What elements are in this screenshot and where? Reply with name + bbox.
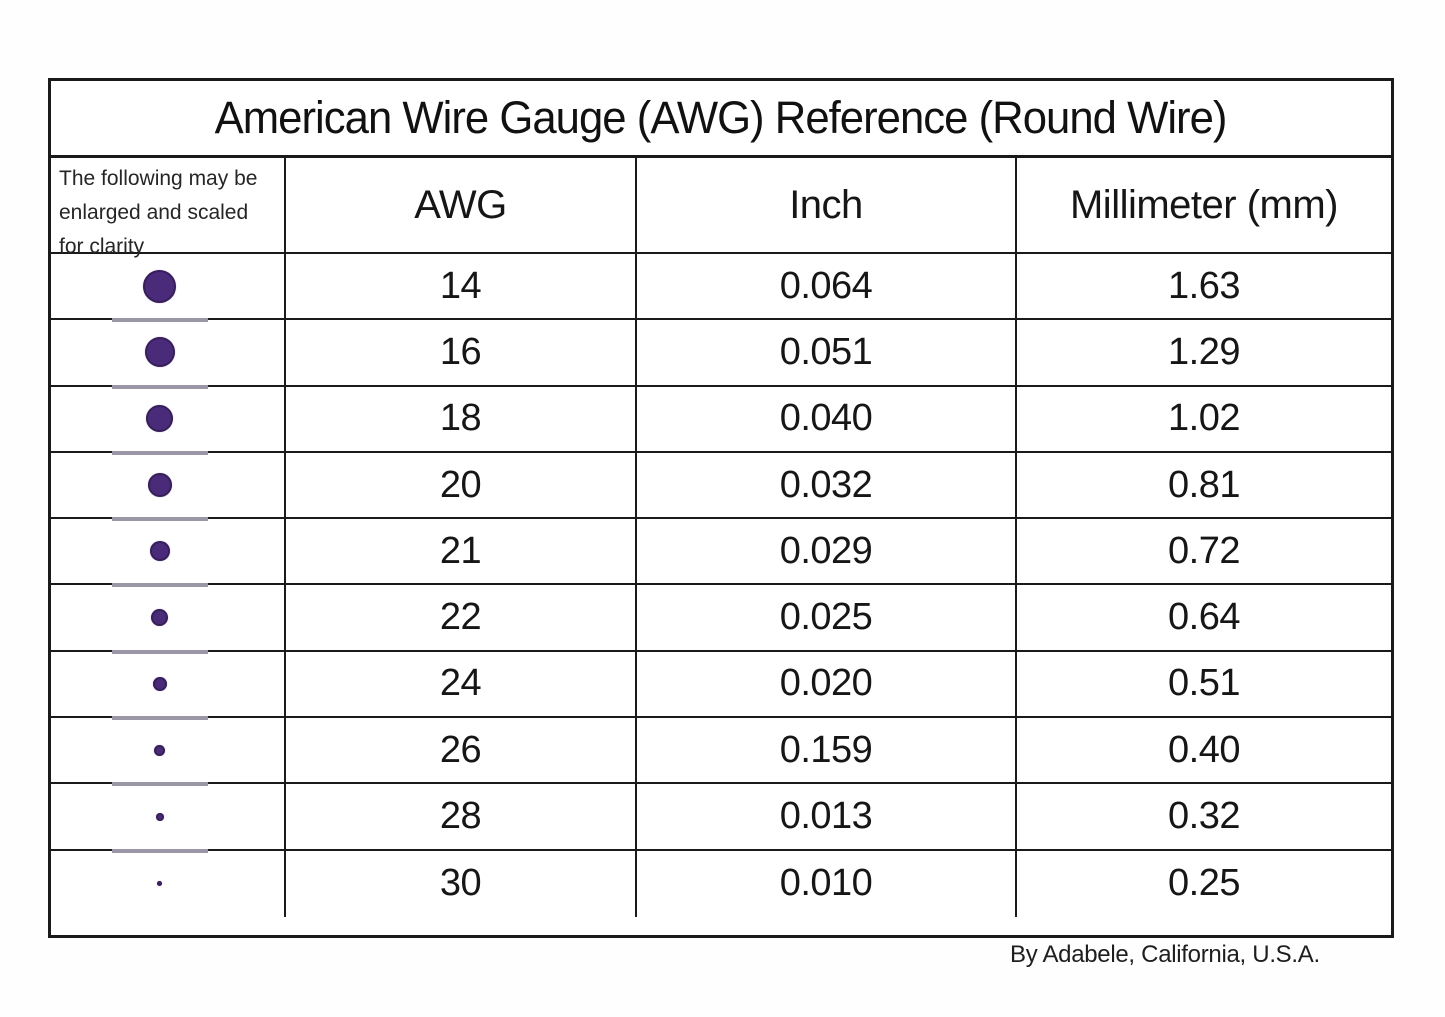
dot-cell xyxy=(51,254,286,323)
dot-underline xyxy=(111,517,208,522)
mm-cell: 0.64 xyxy=(1017,585,1391,652)
wire-size-dot xyxy=(146,405,173,433)
wire-size-dot xyxy=(157,881,162,887)
awg-cell: 22 xyxy=(286,585,637,652)
inch-cell: 0.051 xyxy=(637,320,1017,387)
wire-size-dot xyxy=(154,744,165,756)
dot-wrap xyxy=(51,320,284,389)
dot-wrap xyxy=(51,652,284,721)
dot-wrap xyxy=(51,387,284,455)
inch-cell: 0.010 xyxy=(637,850,1017,917)
dot-wrap xyxy=(51,453,284,522)
mm-cell: 0.51 xyxy=(1017,652,1391,719)
inch-cell: 0.159 xyxy=(637,718,1017,785)
dot-cell xyxy=(51,519,286,588)
awg-reference-table: American Wire Gauge (AWG) Reference (Rou… xyxy=(48,78,1394,938)
dot-cell xyxy=(51,585,286,654)
dot-wrap xyxy=(51,254,284,323)
dot-underline xyxy=(111,649,208,654)
dot-underline xyxy=(111,450,208,455)
wire-size-dot xyxy=(151,609,168,627)
mm-cell: 0.72 xyxy=(1017,519,1391,586)
awg-cell: 21 xyxy=(286,519,637,586)
mm-cell: 1.02 xyxy=(1017,387,1391,453)
dot-wrap xyxy=(51,585,284,654)
awg-cell: 20 xyxy=(286,452,637,520)
mm-cell: 0.40 xyxy=(1017,718,1391,785)
wire-size-dot xyxy=(149,541,170,562)
dot-cell xyxy=(51,651,286,721)
attribution-text: By Adabele, California, U.S.A. xyxy=(1010,941,1320,968)
table-title: American Wire Gauge (AWG) Reference (Rou… xyxy=(215,92,1228,143)
inch-cell: 0.029 xyxy=(637,519,1017,586)
dot-wrap xyxy=(51,519,284,588)
dot-underline xyxy=(111,384,208,389)
awg-cell: 28 xyxy=(286,784,637,851)
column-header-inch: Inch xyxy=(637,158,1017,254)
awg-cell: 24 xyxy=(286,651,637,719)
dot-cell xyxy=(51,452,286,522)
wire-size-dot xyxy=(152,676,167,691)
mm-cell: 0.81 xyxy=(1017,453,1391,520)
dot-wrap xyxy=(51,851,284,917)
dot-cell xyxy=(51,386,286,455)
dot-underline xyxy=(111,782,208,787)
inch-cell: 0.013 xyxy=(637,784,1017,851)
column-header-mm: Millimeter (mm) xyxy=(1017,158,1391,254)
wire-size-dot xyxy=(155,812,164,821)
wire-size-dot xyxy=(147,473,172,498)
column-header-awg: AWG xyxy=(286,158,637,254)
wire-size-dot xyxy=(143,269,176,303)
wire-size-dot xyxy=(144,337,175,368)
dot-wrap xyxy=(51,784,284,853)
awg-cell: 14 xyxy=(286,254,637,321)
dot-cell xyxy=(51,850,286,917)
mm-cell: 0.32 xyxy=(1017,784,1391,851)
dot-underline xyxy=(111,848,208,853)
awg-cell: 16 xyxy=(286,320,637,387)
awg-cell: 26 xyxy=(286,718,637,785)
inch-cell: 0.064 xyxy=(637,254,1017,321)
inch-cell: 0.040 xyxy=(637,386,1017,453)
dot-cell xyxy=(51,320,286,389)
dot-underline xyxy=(111,583,208,588)
awg-cell: 18 xyxy=(286,386,637,453)
mm-cell: 0.25 xyxy=(1168,862,1240,905)
inch-cell: 0.025 xyxy=(637,585,1017,652)
dot-cell xyxy=(51,718,286,787)
table-grid: The following may be enlarged and scaled… xyxy=(51,158,1391,932)
dot-underline xyxy=(111,716,208,721)
inch-cell: 0.032 xyxy=(637,452,1017,520)
awg-cell: 30 xyxy=(286,850,637,917)
table-title-row: American Wire Gauge (AWG) Reference (Rou… xyxy=(51,81,1391,158)
dot-cell xyxy=(51,784,286,853)
mm-cell: 1.29 xyxy=(1017,320,1391,387)
inch-cell: 0.020 xyxy=(637,651,1017,719)
mm-cell: 1.63 xyxy=(1017,254,1391,321)
dot-underline xyxy=(111,318,208,323)
dot-wrap xyxy=(51,718,284,787)
note-cell: The following may be enlarged and scaled… xyxy=(51,158,286,258)
